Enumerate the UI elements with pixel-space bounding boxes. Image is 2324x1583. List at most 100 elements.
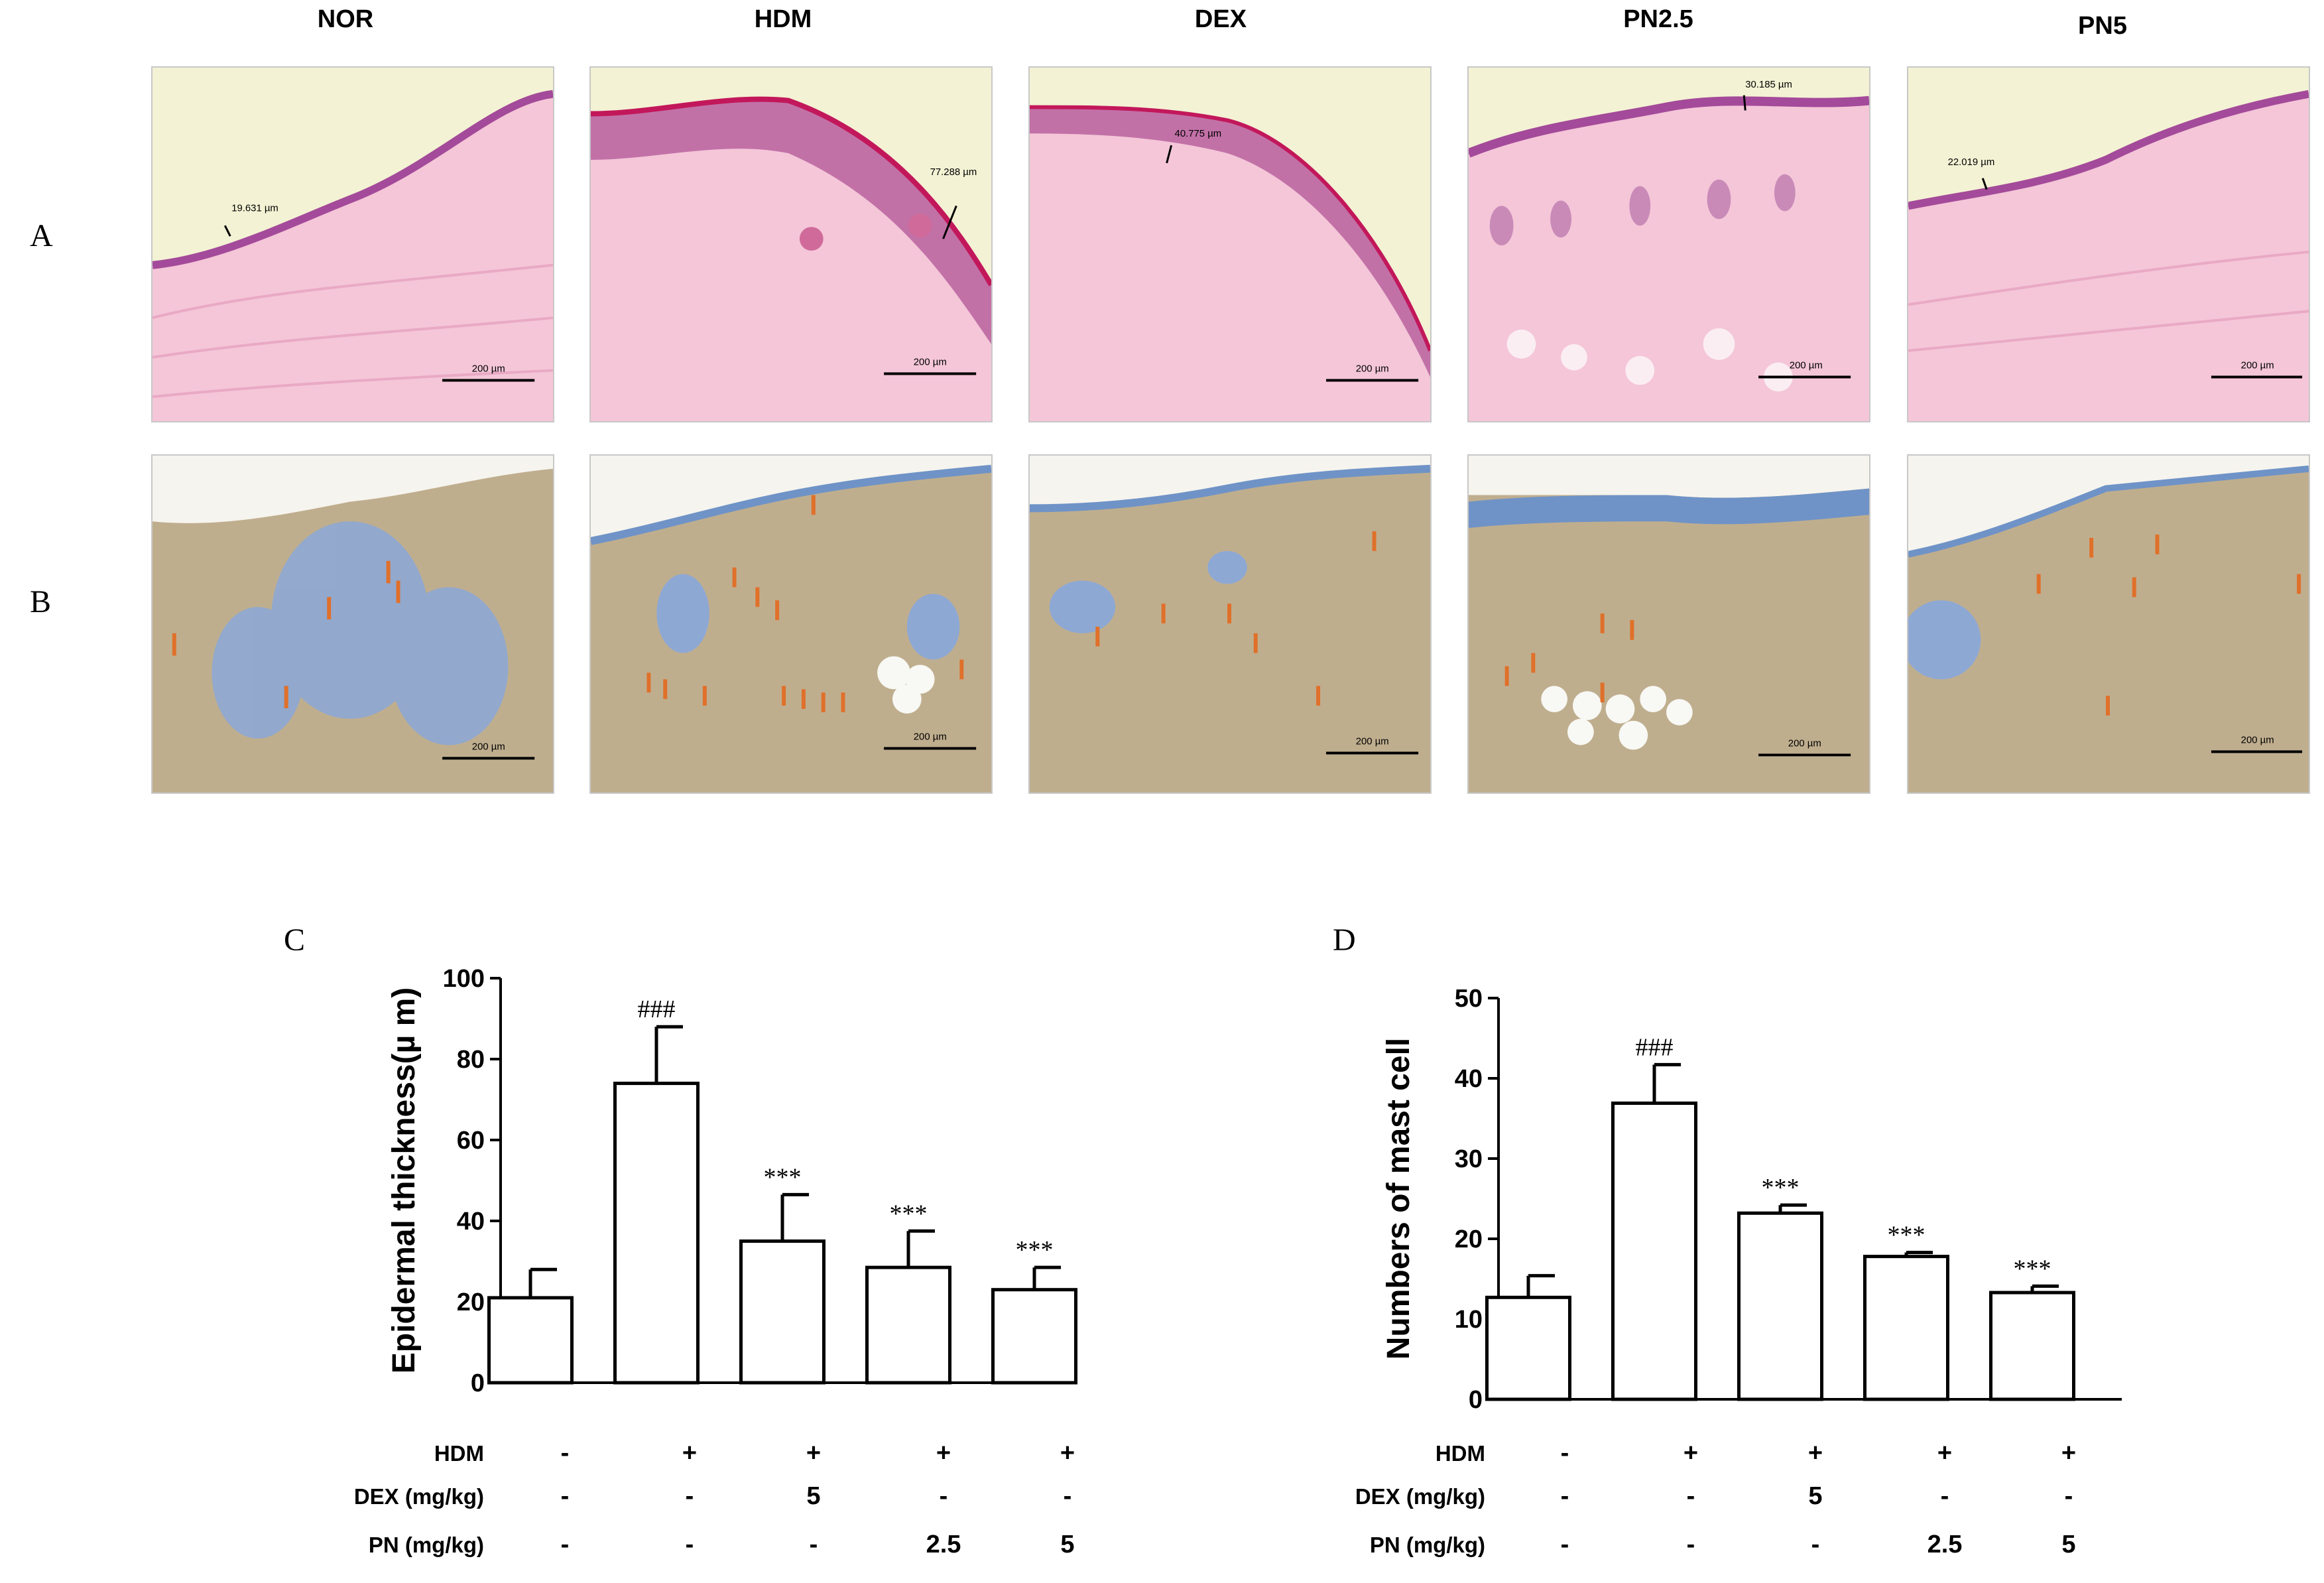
group-d-row-value: - <box>1686 1482 1695 1510</box>
column-title-nor: NOR <box>317 5 374 33</box>
scale-text-b-pn5: 200 µm <box>2241 735 2274 746</box>
y-tick-label: 10 <box>1455 1306 1483 1334</box>
group-d-row-value: - <box>1940 1482 1949 1510</box>
group-d-row-value: - <box>1560 1531 1569 1558</box>
group-d-row-value: 5 <box>2061 1531 2076 1558</box>
tb-panel-dex: 200 µm <box>1028 454 1432 794</box>
y-tick-label: 100 <box>443 965 485 993</box>
group-c-row-value: + <box>682 1439 698 1467</box>
he-panel-hdm: 77.288 µm 200 µm <box>589 66 993 422</box>
group-c-row-value: 2.5 <box>926 1531 961 1558</box>
group-c-row-value: - <box>560 1482 570 1510</box>
group-d-row-label: PN (mg/kg) <box>1369 1533 1485 1557</box>
group-c-row-value: - <box>685 1482 694 1510</box>
significance-label: *** <box>1888 1222 1926 1249</box>
y-axis-label: Numbers of mast cell <box>1381 1038 1416 1360</box>
tb-image-hdm: 200 µm <box>591 456 991 792</box>
tb-image-pn5: 200 µm <box>1908 456 2309 792</box>
he-panel-dex: 40.775 µm 200 µm <box>1028 66 1432 422</box>
he-image-hdm: 77.288 µm 200 µm <box>591 68 991 421</box>
scale-text-a-hdm: 200 µm <box>914 357 947 368</box>
column-title-pn25: PN2.5 <box>1623 5 1693 33</box>
bar <box>487 1296 574 1385</box>
chart-d: 0 10 20 30 40 50 Numbers of mast cell ### *** ***… <box>1381 985 2122 1414</box>
group-d-row-value: 5 <box>1808 1482 1823 1510</box>
group-d-row-value: - <box>1560 1439 1569 1467</box>
scale-text-b-hdm: 200 µm <box>914 732 947 743</box>
group-d-row-value: - <box>1686 1531 1695 1558</box>
y-tick-label: 20 <box>457 1289 485 1316</box>
scale-text-a-pn5: 200 µm <box>2241 361 2274 371</box>
tb-panel-pn5: 200 µm <box>1907 454 2310 794</box>
significance-label: *** <box>890 1200 928 1228</box>
significance-label: *** <box>764 1163 802 1191</box>
significance-label: *** <box>2014 1255 2051 1283</box>
group-d-row-label: HDM <box>1435 1441 1485 1466</box>
significance-label: ### <box>638 995 676 1023</box>
column-title-hdm: HDM <box>754 5 812 33</box>
bar <box>1611 1102 1697 1401</box>
he-image-pn5: 22.019 µm 200 µm <box>1908 68 2309 421</box>
row-label-a: A <box>30 218 53 253</box>
group-d-row-value: + <box>1807 1439 1823 1467</box>
he-image-dex: 40.775 µm 200 µm <box>1030 68 1430 421</box>
tb-image-nor: 200 µm <box>153 456 553 792</box>
scale-text-a-nor: 200 µm <box>472 364 505 375</box>
he-measure-nor: 19.631 µm <box>231 203 278 214</box>
significance-label: *** <box>1762 1174 1800 1202</box>
y-tick-label: 50 <box>1455 985 1483 1013</box>
group-c-row-value: - <box>560 1531 570 1558</box>
group-c-row-value: - <box>560 1439 570 1467</box>
group-c-row-value: - <box>685 1531 694 1558</box>
he-image-nor: 19.631 µm 200 µm <box>153 68 553 421</box>
group-c-row-value: - <box>939 1482 948 1510</box>
group-c-row-label: HDM <box>434 1441 484 1466</box>
bar <box>991 1288 1077 1385</box>
group-c-row-value: - <box>1063 1482 1072 1510</box>
group-d-row-value: 2.5 <box>1927 1531 1963 1558</box>
column-title-pn5: PN5 <box>2078 12 2127 40</box>
group-c-row-value: 5 <box>806 1482 821 1510</box>
column-title-dex: DEX <box>1194 5 1247 33</box>
he-measure-pn25: 30.185 µm <box>1745 80 1792 90</box>
group-d-row-value: - <box>2064 1482 2073 1510</box>
y-tick-label: 80 <box>457 1046 485 1074</box>
y-tick-label: 40 <box>1455 1065 1483 1093</box>
scale-text-b-nor: 200 µm <box>472 742 505 753</box>
he-measure-dex: 40.775 µm <box>1175 129 1222 139</box>
group-c-row-label: DEX (mg/kg) <box>353 1484 484 1509</box>
group-c-row-value: 5 <box>1060 1531 1075 1558</box>
he-panel-nor: 19.631 µm 200 µm <box>151 66 554 422</box>
group-d-row-value: + <box>1937 1439 1953 1467</box>
tb-panel-hdm: 200 µm <box>589 454 993 794</box>
group-c-row-value: - <box>809 1531 818 1558</box>
bar <box>1989 1291 2075 1401</box>
tb-image-pn25: 200 µm <box>1469 456 1869 792</box>
tb-image-dex: 200 µm <box>1030 456 1430 792</box>
scale-text-a-pn25: 200 µm <box>1790 361 1823 371</box>
group-d-row-value: + <box>1683 1439 1699 1467</box>
scale-text-b-dex: 200 µm <box>1356 737 1389 747</box>
he-image-pn25: 30.185 µm 200 µm <box>1469 68 1869 421</box>
y-tick-label: 40 <box>457 1208 485 1235</box>
bar <box>1863 1255 1949 1401</box>
group-c-row-value: + <box>806 1439 822 1467</box>
bar <box>1485 1295 1571 1401</box>
he-panel-pn5: 22.019 µm 200 µm <box>1907 66 2310 422</box>
group-d-row-value: - <box>1560 1482 1569 1510</box>
bar <box>1737 1211 1823 1401</box>
tb-panel-nor: 200 µm <box>151 454 554 794</box>
group-c-row-value: + <box>936 1439 951 1467</box>
significance-label: ### <box>1636 1033 1674 1061</box>
significance-label: *** <box>1016 1236 1054 1264</box>
scale-text-a-dex: 200 µm <box>1356 364 1389 375</box>
he-measure-pn5: 22.019 µm <box>1948 157 1995 168</box>
bar <box>739 1239 826 1385</box>
group-d-row-label: DEX (mg/kg) <box>1355 1484 1485 1509</box>
y-tick-label: 0 <box>471 1369 485 1397</box>
y-tick-label: 0 <box>1469 1386 1483 1414</box>
row-label-b: B <box>30 584 52 619</box>
he-measure-hdm: 77.288 µm <box>930 167 977 178</box>
y-tick-label: 30 <box>1455 1145 1483 1173</box>
y-tick-label: 60 <box>457 1127 485 1155</box>
